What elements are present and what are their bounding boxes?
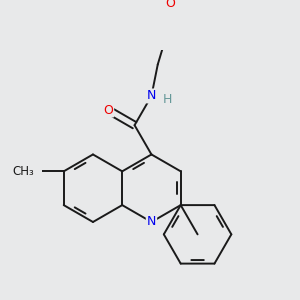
Text: CH₃: CH₃ <box>12 165 34 178</box>
Text: O: O <box>103 103 113 116</box>
Text: O: O <box>165 0 175 11</box>
Text: N: N <box>147 89 156 103</box>
Text: H: H <box>162 93 172 106</box>
Text: N: N <box>147 215 156 229</box>
